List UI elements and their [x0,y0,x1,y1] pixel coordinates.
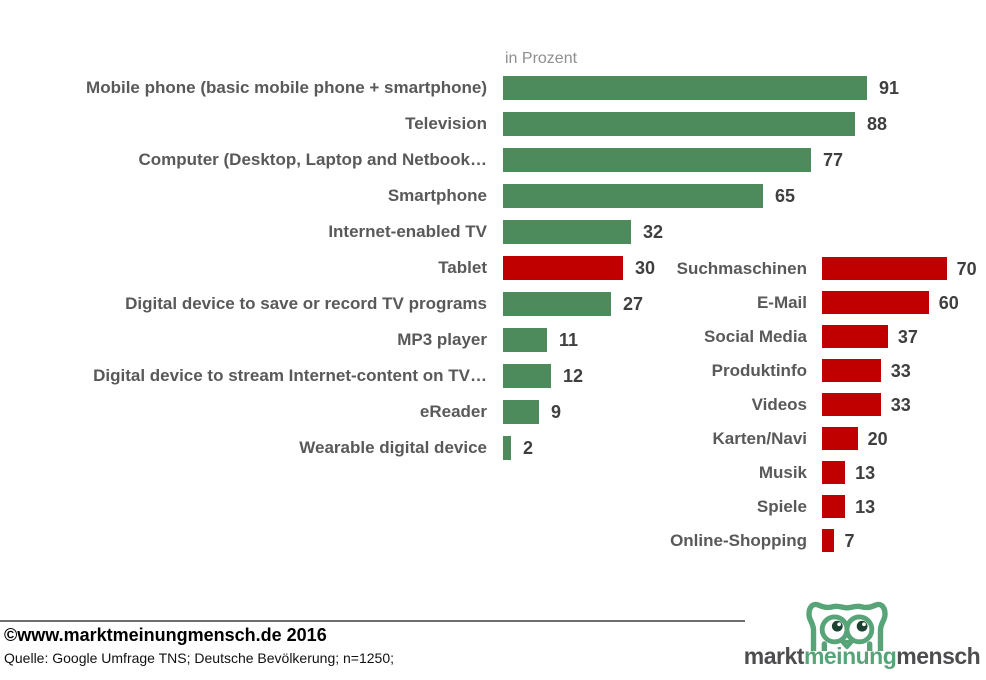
unit-label: in Prozent [505,50,578,67]
bar [503,364,551,388]
value-label: 91 [879,78,900,98]
category-label: Online-Shopping [670,531,807,550]
category-label: Digital device to stream Internet-conten… [93,366,487,385]
category-label: MP3 player [397,330,487,349]
bar [503,400,539,424]
category-label: Television [405,114,487,133]
bar [503,256,623,280]
value-label: 30 [635,258,656,278]
value-label: 27 [623,294,644,314]
bar [503,112,855,136]
value-label: 77 [823,150,844,170]
bar [822,393,881,416]
owl-icon [806,601,888,651]
logo: marktmeinungmensch [738,595,986,675]
value-label: 32 [643,222,664,242]
bar [822,495,846,518]
category-label: Suchmaschinen [676,259,807,278]
category-label: Spiele [756,497,807,516]
value-label: 70 [956,259,977,279]
bar [822,325,888,348]
logo-text-markt: markt [743,643,805,669]
value-label: 11 [559,330,579,350]
bar [822,359,881,382]
category-label: Computer (Desktop, Laptop and Netbook… [138,150,488,169]
category-label: Musik [758,463,807,482]
value-label: 12 [563,366,584,386]
bar [822,291,929,314]
bar [822,461,846,484]
category-label: Wearable digital device [299,438,487,457]
value-label: 9 [551,402,562,422]
category-label: Produktinfo [711,361,807,380]
bar [503,292,611,316]
category-label: E-Mail [756,293,807,312]
value-label: 20 [867,429,888,449]
category-label: Social Media [704,327,807,346]
source-text: Quelle: Google Umfrage TNS; Deutsche Bev… [4,650,395,666]
value-label: 65 [775,186,796,206]
bar [503,436,511,460]
category-label: Smartphone [387,186,487,205]
logo-text-mensch: mensch [896,643,981,669]
bar [503,328,547,352]
category-label: Internet-enabled TV [328,222,487,241]
category-label: Karten/Navi [712,429,807,448]
value-label: 13 [855,497,876,517]
category-label: Videos [751,395,807,414]
value-label: 13 [855,463,876,483]
category-label: Digital device to save or record TV prog… [125,294,487,313]
category-label: Tablet [438,258,487,277]
bar [503,148,811,172]
bar [822,529,835,552]
bar [822,257,947,280]
value-label: 37 [897,327,918,347]
logo-text-meinung: meinung [803,643,897,669]
category-label: Mobile phone (basic mobile phone + smart… [86,78,487,97]
bar [503,76,867,100]
value-label: 33 [890,361,911,381]
value-label: 2 [523,438,534,458]
bar [503,184,763,208]
value-label: 7 [844,531,855,551]
footer-divider [0,620,745,622]
value-label: 33 [890,395,911,415]
category-label: eReader [419,402,487,421]
value-label: 60 [938,293,959,313]
copyright-text: ©www.marktmeinungmensch.de 2016 [4,625,327,645]
logo-text: marktmeinungmensch [738,643,986,670]
bar [503,220,631,244]
bar [822,427,858,450]
value-label: 88 [867,114,888,134]
